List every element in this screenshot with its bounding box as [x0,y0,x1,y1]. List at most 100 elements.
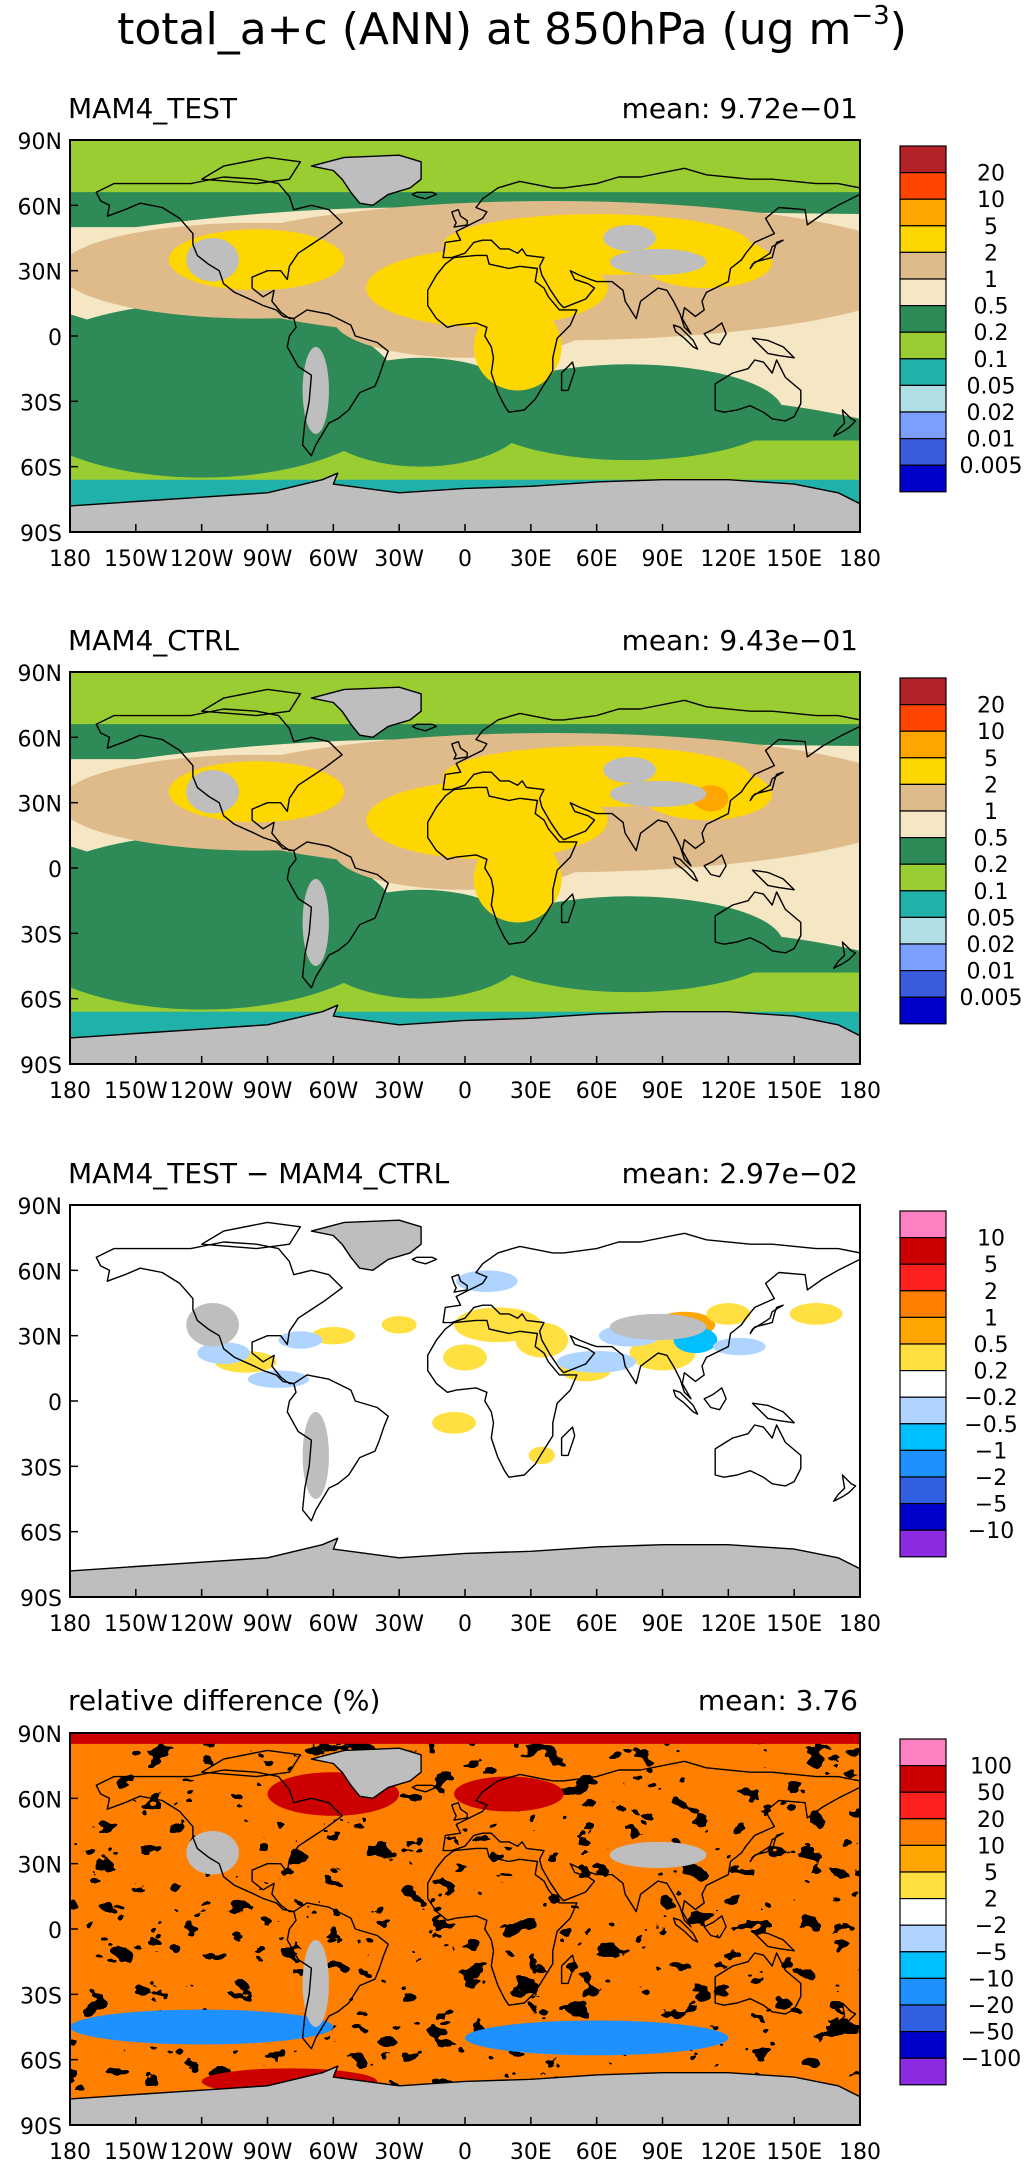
legend-swatch [899,943,947,972]
lon-tick-label: 60W [308,1612,358,1637]
field-missing-tibet [609,1841,707,1869]
lat-tick-label: 90N [18,1723,62,1748]
legend-label: 0.2 [974,853,1009,878]
mean-label: mean: [698,1684,787,1717]
lat-tick-label: 90N [18,662,62,687]
lat-tick-label: 60N [18,195,62,220]
legend-swatch [899,225,947,254]
field-anomaly-3 [443,1344,487,1371]
coastline-australia [714,359,802,422]
figure-title: total_a+c (ANN) at 850hPa (ug m−3) [117,1,907,55]
legend-swatch [899,2004,947,2033]
legend-swatch [899,1316,947,1345]
mean-label: mean: [622,1157,711,1190]
coastline-southAmerica [286,841,389,989]
map-field-clipped [70,140,860,532]
coastline-eurasia [442,1760,860,1928]
field-anomaly-18 [712,1337,766,1356]
panel-name: relative difference (%) [68,1684,380,1717]
field-missing-central-asia [603,224,656,252]
legend-label: −0.2 [964,1386,1017,1411]
coastline-japan [749,239,784,270]
legend-swatch [899,1369,947,1398]
lon-tick-label: 150W [104,1612,168,1637]
field-missing-andes [302,346,329,435]
coastline-uk [451,741,468,760]
legend-swatch [899,1924,947,1953]
field-missing-andes [302,1939,329,2027]
coastline-northAmerica [95,1241,343,1385]
legend-swatch [899,1844,947,1873]
legend-label: 100 [970,1755,1012,1780]
panel-diff: MAM4_TEST − MAM4_CTRL mean: 2.97e−02 90N… [18,1157,1018,1637]
legend-label: 5 [984,215,998,240]
panel-mean: mean: 9.43e−01 [622,624,858,657]
field-missing-rockies [186,1303,239,1347]
coastline-eurasia [442,699,860,867]
lat-tick-label: 30S [20,391,62,416]
lon-tick-label: 60E [576,1612,618,1637]
legend-swatch [899,783,947,812]
lon-tick-label: 180 [839,1079,881,1104]
legend-label: −100 [961,2047,1021,2072]
coastline-greenland [310,1747,422,1799]
lat-tick-label: 0 [48,1919,62,1944]
coastline-madagascar [560,1954,576,1985]
coastline-uk [451,1274,468,1293]
coastline-japan [749,771,784,802]
lon-tick-label: 0 [458,547,472,572]
legend-swatch [899,1951,947,1980]
lon-tick-label: 90E [642,2140,684,2165]
lon-tick-label: 30E [510,1612,552,1637]
lon-tick-label: 90W [243,2140,293,2165]
legend-swatch [899,358,947,386]
legend-label: −0.5 [964,1413,1017,1438]
field-anomaly-15 [456,1270,518,1293]
lon-tick-label: 180 [49,1079,91,1104]
legend-label: 0.005 [960,454,1023,479]
field-anomaly-1 [311,1326,356,1345]
field-missing-tibet [609,248,707,276]
field-anomaly-2 [381,1316,417,1334]
field-band-arctic [70,140,860,193]
legend-label: −1 [975,1439,1007,1464]
lon-tick-label: 180 [839,2140,881,2165]
coastline-borneo [703,322,727,346]
field-missing-rockies [186,1831,239,1875]
legend-swatch [899,703,947,732]
map-field-clipped [70,1205,860,1597]
panel-test: MAM4_TEST mean: 9.72e−01 90N 60N 30N 0 30S 60… [18,92,1023,572]
legend-swatch [899,757,947,785]
lat-tick-label: 90S [20,1054,62,1079]
coastline-newGuinea [751,869,795,891]
lat-tick-label: 60S [20,457,62,482]
coastline-antarctica [70,2065,860,2125]
land-fill-antarctica [70,1538,860,1597]
legend-swatch [899,145,947,174]
lon-tick-label: 180 [49,2140,91,2165]
coastline-sumatra [672,856,699,882]
legend-label: 0.5 [974,1333,1009,1358]
mean-label: mean: [622,92,711,125]
coastline-arcticIsles [201,1221,302,1250]
legend-swatch [899,278,947,307]
field-anomaly-20 [278,1331,323,1349]
legend-swatch [899,730,947,759]
lat-tick-label: 30S [20,1456,62,1481]
coastline-borneo [703,1387,727,1411]
legend-label: −5 [975,1941,1007,1966]
field-missing-tibet [609,1313,707,1341]
field-anomaly-11 [432,1411,476,1434]
lon-tick-label: 60W [308,547,358,572]
coastline-antarctica [70,1004,860,1064]
field-blob-central-africa-yellow [473,835,562,923]
field-blob-south-pacific [70,835,400,1010]
legend-label: 50 [977,1781,1005,1806]
coastline-iceland [411,1256,438,1265]
field-missing-rockies [186,770,239,814]
panel-mean: mean: 3.76 [698,1684,858,1717]
lon-tick-label: 30E [510,1079,552,1104]
